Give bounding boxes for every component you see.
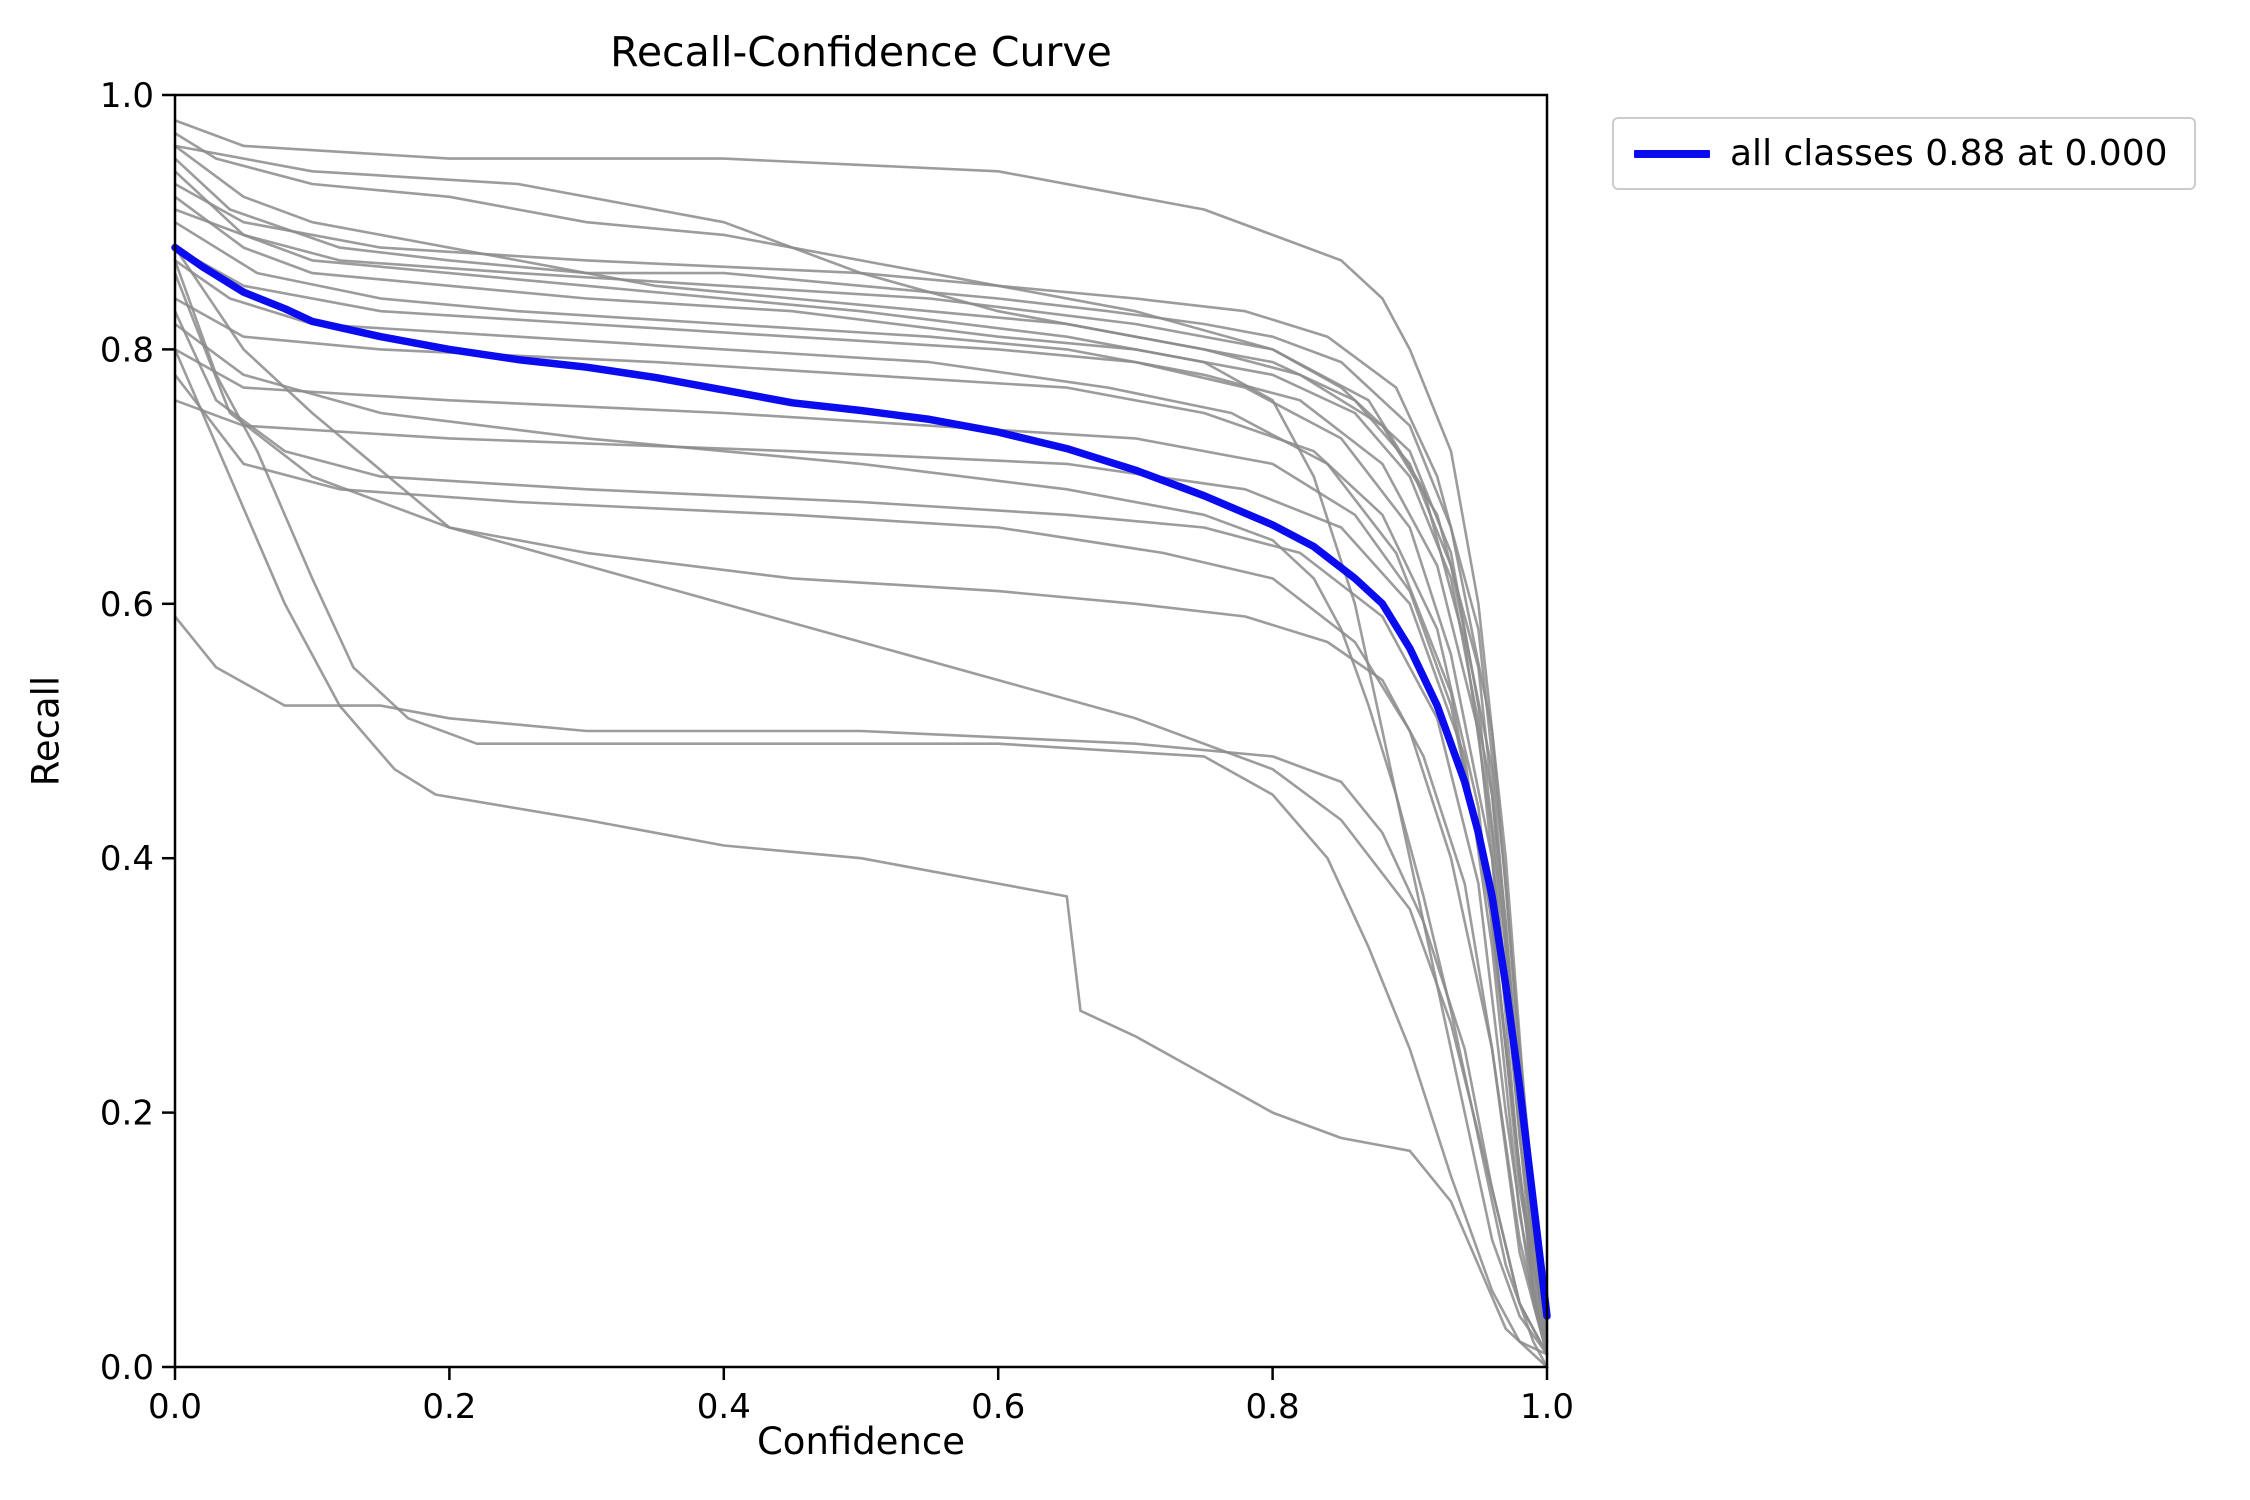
y-axis-label: Recall [24, 675, 68, 787]
legend-entry-label: all classes 0.88 at 0.000 [1730, 133, 2168, 174]
svg-text:1.0: 1.0 [100, 76, 154, 116]
svg-text:0.6: 0.6 [971, 1387, 1025, 1427]
legend-line-sample-icon [1634, 149, 1710, 158]
svg-text:0.8: 0.8 [1246, 1387, 1300, 1427]
svg-text:0.8: 0.8 [100, 330, 154, 370]
svg-text:1.0: 1.0 [1520, 1387, 1574, 1427]
legend: all classes 0.88 at 0.000 [1612, 117, 2196, 190]
svg-text:0.2: 0.2 [422, 1387, 476, 1427]
x-axis-label: Confidence [756, 1420, 966, 1463]
svg-text:0.2: 0.2 [100, 1094, 154, 1134]
svg-text:0.4: 0.4 [100, 839, 154, 879]
svg-text:0.0: 0.0 [148, 1387, 202, 1427]
svg-text:0.4: 0.4 [697, 1387, 751, 1427]
svg-text:0.6: 0.6 [100, 585, 154, 625]
chart-title: Recall-Confidence Curve [610, 28, 1112, 76]
svg-text:0.0: 0.0 [100, 1348, 154, 1388]
